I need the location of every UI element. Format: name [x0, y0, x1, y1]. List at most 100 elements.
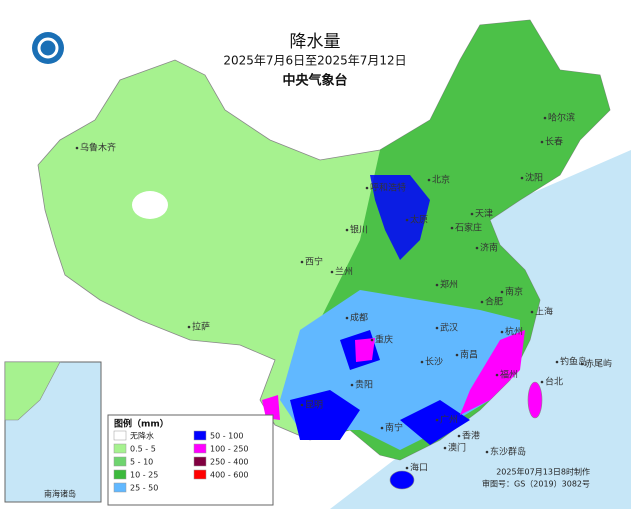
city-label: 呼和浩特	[370, 182, 406, 194]
city-dot	[540, 380, 544, 384]
city-label: 长春	[545, 136, 563, 148]
city-label: 台北	[545, 376, 563, 388]
legend-swatch	[193, 456, 207, 467]
city-dot	[405, 466, 409, 470]
city-label: 南京	[505, 286, 523, 298]
city-dot	[540, 140, 544, 144]
rain-blue-south	[290, 330, 470, 445]
city-label: 沈阳	[525, 172, 543, 184]
legend-swatch	[113, 456, 127, 467]
city-label: 钓鱼岛	[560, 356, 587, 368]
rain-blue-north	[370, 175, 430, 260]
city-dot	[543, 116, 547, 120]
city-dot	[405, 218, 409, 222]
legend-label: 无降水	[130, 431, 154, 441]
logo-mark	[37, 37, 59, 59]
city-dot	[420, 360, 424, 364]
legend-swatch	[113, 443, 127, 454]
city-label: 拉萨	[192, 321, 210, 333]
city-label: 杭州	[505, 326, 523, 338]
city-label: 南宁	[385, 422, 403, 434]
city-dot	[475, 246, 479, 250]
footer-approval: 审图号：GS（2019）3082号	[482, 479, 590, 489]
city-dot	[495, 373, 499, 377]
city-label: 兰州	[335, 266, 353, 278]
agency: 中央气象台	[282, 73, 347, 89]
city-label: 西宁	[305, 256, 323, 268]
city-label: 广州	[440, 414, 458, 426]
city-dot	[530, 310, 534, 314]
city-label: 北京	[432, 174, 450, 186]
ocean	[330, 150, 631, 509]
legend-label: 50 - 100	[210, 432, 243, 441]
city-dot	[380, 426, 384, 430]
city-label: 赤尾屿	[585, 359, 612, 370]
legend-box	[107, 414, 274, 506]
city-dot	[555, 360, 559, 364]
city-label: 香港	[462, 430, 480, 442]
legend-label: 25 - 50	[130, 484, 158, 493]
legend-swatch	[113, 430, 127, 441]
title: 降水量	[290, 32, 341, 52]
logo	[32, 32, 64, 64]
city-label: 银川	[350, 224, 368, 236]
legend-swatch	[193, 469, 207, 480]
legend-swatch	[193, 430, 207, 441]
footer-made: 2025年07月13日8时制作	[496, 467, 590, 477]
taiwan	[527, 381, 543, 419]
city-dot	[500, 330, 504, 334]
legend-swatch	[113, 482, 127, 493]
city-dot	[485, 450, 489, 454]
city-label: 福州	[500, 369, 518, 381]
city-dot	[480, 300, 484, 304]
city-label: 重庆	[375, 334, 393, 346]
city-label: 贵阳	[355, 379, 373, 391]
city-label: 南昌	[460, 349, 478, 361]
city-label: 乌鲁木齐	[80, 142, 116, 154]
city-label: 武汉	[440, 322, 458, 334]
city-label: 天津	[475, 209, 493, 220]
city-label: 长沙	[425, 356, 443, 368]
legend-label: 10 - 25	[130, 471, 158, 480]
legend-label: 250 - 400	[210, 458, 249, 467]
city-dot	[75, 146, 79, 150]
city-dot	[443, 446, 447, 450]
hainan	[389, 470, 415, 490]
city-label: 上海	[535, 306, 553, 318]
inset-label: 南海诸岛	[44, 489, 76, 499]
city-dot	[455, 353, 459, 357]
city-dot	[345, 228, 349, 232]
city-dot	[350, 383, 354, 387]
city-label: 合肥	[485, 296, 503, 308]
no-rain-area	[132, 191, 168, 219]
legend-title: 图例（mm）	[114, 418, 169, 430]
city-dot	[435, 418, 439, 422]
city-label: 成都	[350, 312, 368, 324]
city-dot	[345, 316, 349, 320]
city-label: 石家庄	[455, 222, 482, 234]
city-label: 太原	[410, 214, 428, 226]
period: 2025年7月6日至2025年7月12日	[223, 54, 406, 68]
city-label: 哈尔滨	[548, 112, 575, 124]
city-dot	[520, 176, 524, 180]
city-dot	[500, 290, 504, 294]
legend-label: 100 - 250	[210, 445, 249, 454]
city-dot	[370, 338, 374, 342]
city-dot	[450, 226, 454, 230]
city-dot	[435, 283, 439, 287]
city-label: 郑州	[440, 279, 458, 291]
inset-land	[4, 361, 61, 421]
city-dot	[300, 260, 304, 264]
city-dot	[580, 362, 584, 366]
legend-label: 0.5 - 5	[130, 445, 156, 454]
legend-label: 5 - 10	[130, 458, 153, 467]
city-label: 济南	[480, 242, 498, 254]
city-label: 澳门	[448, 442, 466, 454]
city-label: 昆明	[305, 400, 323, 411]
legend-label: 400 - 600	[210, 471, 249, 480]
city-dot	[187, 325, 191, 329]
city-label: 东沙群岛	[490, 446, 526, 458]
legend-swatch	[113, 469, 127, 480]
city-dot	[457, 434, 461, 438]
